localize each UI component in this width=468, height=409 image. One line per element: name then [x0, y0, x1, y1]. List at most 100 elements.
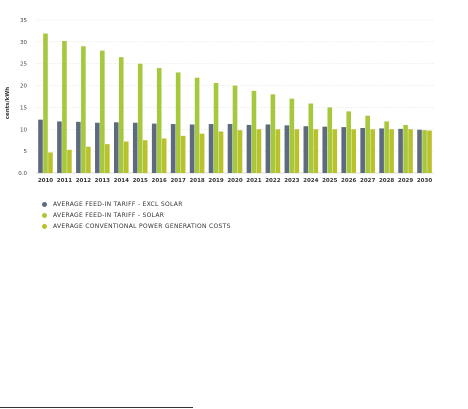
bar-2-2017 — [180, 135, 186, 173]
bar-1-2022 — [270, 94, 276, 173]
bar-2-2021 — [256, 129, 262, 173]
legend-label: AVERAGE CONVENTIONAL POWER GENERATION CO… — [53, 222, 231, 230]
bar-1-2021 — [251, 90, 257, 173]
bar-1-2013 — [100, 50, 105, 173]
bar-0-2016 — [151, 123, 157, 173]
x-tick-label: 2026 — [341, 178, 356, 184]
x-tick-label: 2019 — [208, 178, 223, 184]
legend-item-excl-solar: AVERAGE FEED-IN TARIFF - EXCL SOLAR — [42, 199, 231, 209]
y-axis-label: cents/kWh — [5, 87, 11, 120]
x-tick-label: 2017 — [170, 178, 185, 184]
x-tick-label: 2012 — [76, 178, 91, 184]
bar-1-2015 — [137, 63, 143, 173]
legend-swatch — [42, 212, 47, 218]
bar-2-2019 — [218, 131, 224, 173]
bar-0-2024 — [303, 126, 309, 173]
bar-1-2020 — [232, 85, 238, 173]
bar-2-2014 — [123, 141, 129, 173]
x-axis-ticks: 2010 2011 2012 2013 2014 2015 2016 2017 2018 2019… — [38, 178, 433, 184]
bar-1-2024 — [308, 103, 314, 173]
bar-2-2016 — [161, 138, 167, 173]
bar-1-2012 — [81, 46, 86, 173]
bar-0-2022 — [265, 124, 271, 173]
legend-swatch — [42, 223, 47, 229]
y-axis-ticks: 0.0 5 10 15 20 25 30 35 — [18, 18, 27, 177]
bar-2-2018 — [199, 133, 205, 173]
x-tick-label: 2024 — [303, 178, 318, 184]
bar-0-2025 — [322, 126, 328, 173]
bar-0-2010 — [38, 119, 43, 173]
y-tick-label: 10 — [20, 127, 27, 133]
y-tick-label: 25 — [20, 62, 27, 68]
bars — [38, 33, 432, 174]
bar-2-2011 — [67, 149, 72, 173]
y-tick-label: 20 — [20, 84, 27, 90]
y-tick-label: 15 — [20, 105, 27, 111]
x-tick-label: 2025 — [322, 178, 337, 184]
bar-2-2028 — [389, 129, 394, 173]
bar-2-2013 — [105, 144, 110, 173]
y-tick-label: 30 — [20, 40, 27, 46]
y-tick-label: 0.0 — [18, 171, 27, 177]
bar-0-2026 — [341, 127, 347, 173]
bar-1-2019 — [213, 82, 219, 173]
legend-swatch — [42, 201, 47, 207]
bar-2-2024 — [313, 129, 319, 173]
x-tick-label: 2014 — [114, 178, 129, 184]
bar-0-2014 — [113, 122, 119, 173]
bar-0-2018 — [189, 124, 195, 173]
x-tick-label: 2010 — [38, 178, 53, 184]
bar-0-2015 — [132, 122, 138, 173]
y-tick-label: 35 — [20, 18, 27, 24]
x-tick-label: 2015 — [133, 178, 148, 184]
legend-item-solar: AVERAGE FEED-IN TARIFF - SOLAR — [42, 210, 231, 220]
x-tick-label: 2016 — [152, 178, 167, 184]
x-tick-label: 2018 — [189, 178, 204, 184]
bar-0-2020 — [227, 124, 233, 173]
bar-1-2026 — [346, 111, 352, 173]
x-tick-label: 2020 — [227, 178, 242, 184]
bar-0-2012 — [76, 121, 81, 173]
bar-0-2021 — [246, 124, 252, 173]
legend-label: AVERAGE FEED-IN TARIFF - EXCL SOLAR — [53, 200, 183, 208]
x-tick-label: 2021 — [246, 178, 261, 184]
bar-2-2012 — [86, 146, 91, 173]
x-tick-label: 2013 — [95, 178, 110, 184]
x-tick-label: 2023 — [284, 178, 299, 184]
bar-1-2028 — [384, 121, 389, 173]
bar-2-2015 — [142, 140, 148, 173]
bar-0-2019 — [208, 124, 214, 173]
legend-item-conventional: AVERAGE CONVENTIONAL POWER GENERATION CO… — [42, 221, 231, 231]
bar-2-2027 — [370, 129, 375, 173]
legend-label: AVERAGE FEED-IN TARIFF - SOLAR — [53, 211, 165, 219]
bar-2-2023 — [294, 129, 300, 173]
legend: AVERAGE FEED-IN TARIFF - EXCL SOLAR AVER… — [42, 199, 231, 232]
x-tick-label: 2028 — [379, 178, 394, 184]
bar-1-2010 — [43, 33, 48, 174]
bar-0-2013 — [95, 122, 100, 173]
bar-1-2025 — [327, 107, 333, 173]
bar-1-2011 — [62, 40, 67, 174]
y-tick-label: 5 — [24, 149, 28, 155]
bar-0-2011 — [57, 121, 62, 173]
x-tick-label: 2011 — [57, 178, 72, 184]
bar-1-2014 — [118, 57, 124, 173]
x-tick-label: 2022 — [265, 178, 280, 184]
bar-1-2030 — [422, 130, 427, 173]
bar-2-2020 — [237, 130, 243, 173]
bar-1-2017 — [175, 72, 181, 173]
bar-2-2030 — [427, 130, 432, 173]
bar-1-2018 — [194, 77, 200, 173]
bar-1-2023 — [289, 98, 295, 173]
x-tick-label: 2027 — [360, 178, 375, 184]
bar-0-2017 — [170, 124, 176, 173]
bar-1-2016 — [156, 68, 162, 173]
bar-1-2027 — [365, 115, 370, 173]
bar-2-2029 — [408, 129, 413, 173]
bar-0-2027 — [360, 127, 365, 173]
bar-2-2025 — [332, 129, 338, 173]
bar-0-2030 — [417, 129, 422, 173]
x-tick-label: 2030 — [417, 178, 432, 184]
bar-0-2029 — [398, 128, 403, 173]
